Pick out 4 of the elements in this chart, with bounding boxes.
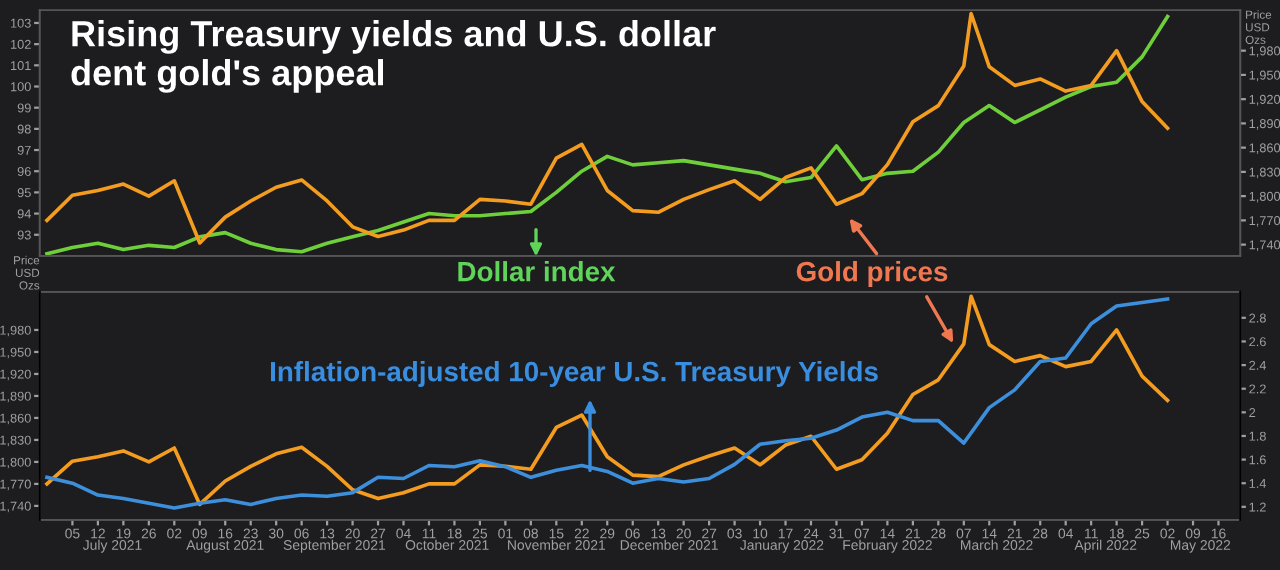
text: Gold prices [796, 261, 948, 287]
text: Rising Treasury yields and U.S. dollar dent gold's appeal [71, 20, 716, 93]
annotation: Inflation-adjusted 10-year U.S. Treasury Yields [270, 361, 878, 387]
text: Dollar index [458, 261, 616, 282]
